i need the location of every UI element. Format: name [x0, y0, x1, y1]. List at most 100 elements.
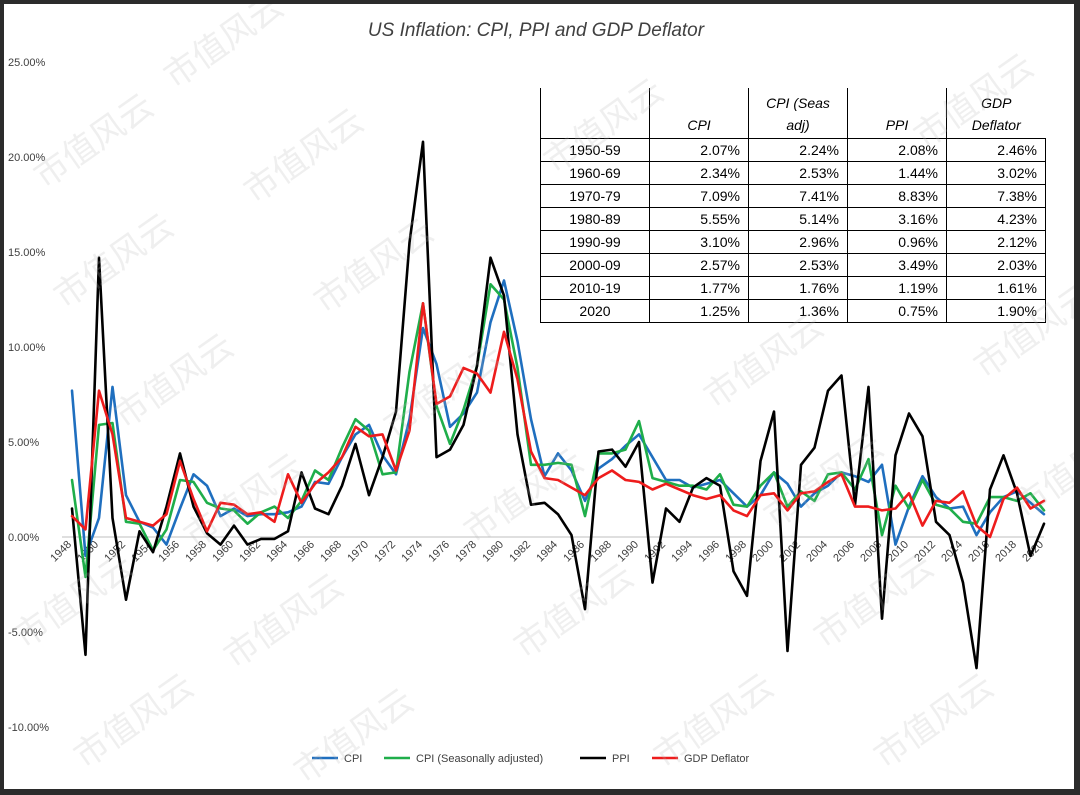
x-tick-label: 1970 — [345, 539, 371, 565]
table-cell-cpi-sa: 5.14% — [748, 207, 848, 231]
table-cell-period: 1970-79 — [540, 184, 650, 208]
series-line-cpi-seasonally-adjusted — [70, 282, 1046, 579]
table-cell-period: 1960-69 — [540, 161, 650, 185]
x-tick-label: 1990 — [615, 539, 641, 565]
table-cell-gdp: 7.38% — [946, 184, 1046, 208]
x-tick-label: 1998 — [723, 539, 749, 565]
table-cell-gdp: 2.46% — [946, 138, 1046, 162]
x-tick-label: 1964 — [264, 539, 290, 565]
x-tick-label: 1968 — [318, 539, 344, 565]
chart-frame: US Inflation: CPI, PPI and GDP Deflator … — [4, 4, 1074, 789]
table-cell-cpi-sa: 2.53% — [748, 161, 848, 185]
table-row: 1970-79 7.09% 7.41% 8.83% 7.38% — [540, 184, 1046, 208]
table-cell-cpi-sa: 2.96% — [748, 230, 848, 254]
inflation-chart: US Inflation: CPI, PPI and GDP Deflator … — [8, 20, 1046, 765]
series-line-ppi — [70, 140, 1046, 670]
table-cell-cpi-sa: 1.36% — [748, 299, 848, 323]
table-header-row: CPI CPI (Seas adj) PPI GDP Deflator — [540, 88, 1046, 139]
table-header-cpi: CPI — [649, 88, 749, 139]
table-cell-gdp: 4.23% — [946, 207, 1046, 231]
header-cpi-line2: CPI — [687, 117, 711, 133]
table-header-gdp-deflator: GDP Deflator — [946, 88, 1046, 139]
x-tick-label: 1952 — [102, 539, 128, 565]
table-cell-ppi: 2.08% — [847, 138, 947, 162]
table-header-cpi-seas-adj: CPI (Seas adj) — [748, 88, 848, 139]
y-tick-label: 10.00% — [8, 342, 46, 354]
table-row: 1950-59 2.07% 2.24% 2.08% 2.46% — [540, 138, 1046, 162]
y-tick-label: -10.00% — [8, 722, 49, 734]
x-tick-label: 2018 — [993, 539, 1019, 565]
decade-summary-table: CPI CPI (Seas adj) PPI GDP Deflator 1950… — [540, 88, 1046, 323]
table-row: 1980-89 5.55% 5.14% 3.16% 4.23% — [540, 207, 1046, 231]
table-row: 2000-09 2.57% 2.53% 3.49% 2.03% — [540, 253, 1046, 277]
x-tick-label: 1978 — [453, 539, 479, 565]
y-tick-label: -5.00% — [8, 627, 43, 639]
x-tick-label: 1972 — [372, 539, 398, 565]
table-cell-ppi: 3.49% — [847, 253, 947, 277]
header-gdp-line1: GDP — [981, 95, 1012, 111]
x-tick-label: 1948 — [48, 539, 74, 565]
y-tick-label: 5.00% — [8, 437, 39, 449]
legend: CPI CPI (Seasonally adjusted) PPI GDP Defla… — [312, 753, 750, 765]
x-tick-label: 1966 — [291, 539, 317, 565]
table-cell-cpi: 7.09% — [649, 184, 749, 208]
table-cell-gdp: 2.12% — [946, 230, 1046, 254]
legend-label: CPI — [344, 753, 362, 765]
x-tick-label: 2006 — [831, 539, 857, 565]
series-line-gdp-deflator — [70, 301, 1046, 539]
y-axis: 25.00% 20.00% 15.00% 10.00% 5.00% 0.00% -5.00%… — [8, 57, 49, 734]
table-cell-cpi-sa: 2.53% — [748, 253, 848, 277]
table-cell-ppi: 0.96% — [847, 230, 947, 254]
table-cell-period: 2020 — [540, 299, 650, 323]
legend-label: CPI (Seasonally adjusted) — [416, 753, 543, 765]
table-cell-cpi: 1.77% — [649, 276, 749, 300]
x-tick-label: 1982 — [507, 539, 533, 565]
y-tick-label: 15.00% — [8, 247, 46, 259]
table-cell-period: 2000-09 — [540, 253, 650, 277]
y-tick-label: 20.00% — [8, 152, 46, 164]
legend-label: PPI — [612, 753, 630, 765]
table-cell-gdp: 1.90% — [946, 299, 1046, 323]
x-tick-label: 1984 — [534, 539, 560, 565]
series-lines — [70, 140, 1046, 670]
table-cell-cpi: 3.10% — [649, 230, 749, 254]
chart-title: US Inflation: CPI, PPI and GDP Deflator — [368, 20, 705, 41]
table-cell-period: 1990-99 — [540, 230, 650, 254]
x-tick-label: 1994 — [669, 539, 695, 565]
table-cell-ppi: 8.83% — [847, 184, 947, 208]
table-cell-gdp: 3.02% — [946, 161, 1046, 185]
series-line-cpi — [70, 279, 1046, 558]
header-cpisa-line2: adj) — [786, 117, 810, 133]
table-cell-ppi: 1.44% — [847, 161, 947, 185]
y-tick-label: 25.00% — [8, 57, 46, 69]
table-cell-cpi: 2.34% — [649, 161, 749, 185]
table-cell-gdp: 1.61% — [946, 276, 1046, 300]
header-gdp-line2: Deflator — [971, 117, 1021, 133]
x-tick-label: 1976 — [426, 539, 452, 565]
x-tick-label: 2000 — [750, 539, 776, 565]
table-cell-gdp: 2.03% — [946, 253, 1046, 277]
table-cell-period: 1950-59 — [540, 138, 650, 162]
table-row: 1960-69 2.34% 2.53% 1.44% 3.02% — [540, 161, 1046, 185]
table-cell-cpi: 5.55% — [649, 207, 749, 231]
header-ppi-line2: PPI — [885, 117, 909, 133]
table-cell-cpi-sa: 1.76% — [748, 276, 848, 300]
table-cell-ppi: 3.16% — [847, 207, 947, 231]
x-tick-label: 1974 — [399, 539, 425, 565]
legend-label: GDP Deflator — [684, 753, 750, 765]
table-row: 2010-19 1.77% 1.76% 1.19% 1.61% — [540, 276, 1046, 300]
x-tick-label: 1996 — [696, 539, 722, 565]
table-cell-cpi-sa: 7.41% — [748, 184, 848, 208]
table-header-period — [540, 88, 650, 139]
table-cell-ppi: 1.19% — [847, 276, 947, 300]
x-tick-label: 1958 — [183, 539, 209, 565]
table-row: 1990-99 3.10% 2.96% 0.96% 2.12% — [540, 230, 1046, 254]
x-tick-label: 2008 — [858, 539, 884, 565]
table-cell-cpi: 2.07% — [649, 138, 749, 162]
x-tick-label: 2016 — [966, 539, 992, 565]
y-tick-label: 0.00% — [8, 532, 39, 544]
x-tick-label: 1988 — [588, 539, 614, 565]
table-cell-cpi: 2.57% — [649, 253, 749, 277]
x-tick-label: 2012 — [912, 539, 938, 565]
x-tick-label: 1956 — [156, 539, 182, 565]
